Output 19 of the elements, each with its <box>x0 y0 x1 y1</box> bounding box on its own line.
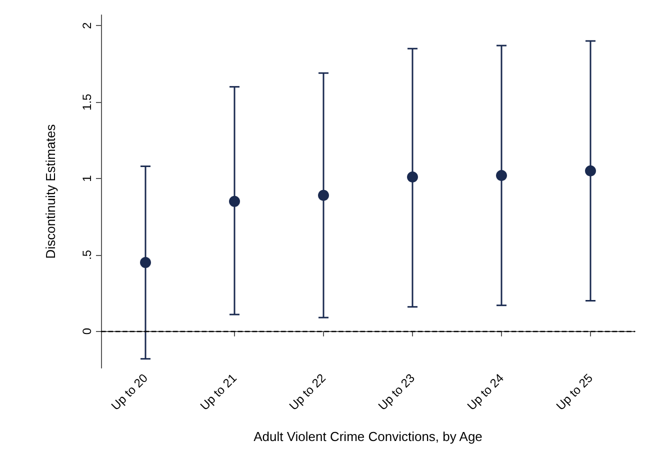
y-tick-label: .5 <box>80 250 94 260</box>
x-axis-title: Adult Violent Crime Convictions, by Age <box>254 429 482 444</box>
point <box>140 257 151 268</box>
point <box>496 170 507 181</box>
y-axis-title: Discontinuity Estimates <box>43 124 58 259</box>
point <box>318 190 329 201</box>
x-tick-label: Up to 25 <box>554 370 596 413</box>
x-tick-label: Up to 21 <box>198 370 240 413</box>
y-tick-label: 2 <box>80 22 94 30</box>
x-tick-label: Up to 20 <box>108 370 151 413</box>
y-tick-label: 1.5 <box>80 93 94 110</box>
y-tick-label: 0 <box>80 328 94 335</box>
x-tick-label: Up to 23 <box>376 370 418 413</box>
y-tick-label: 1 <box>80 174 94 182</box>
x-tick-label: Up to 22 <box>286 370 329 413</box>
point <box>407 171 418 182</box>
point <box>585 165 596 176</box>
point <box>229 196 240 207</box>
x-tick-label: Up to 24 <box>464 370 507 413</box>
